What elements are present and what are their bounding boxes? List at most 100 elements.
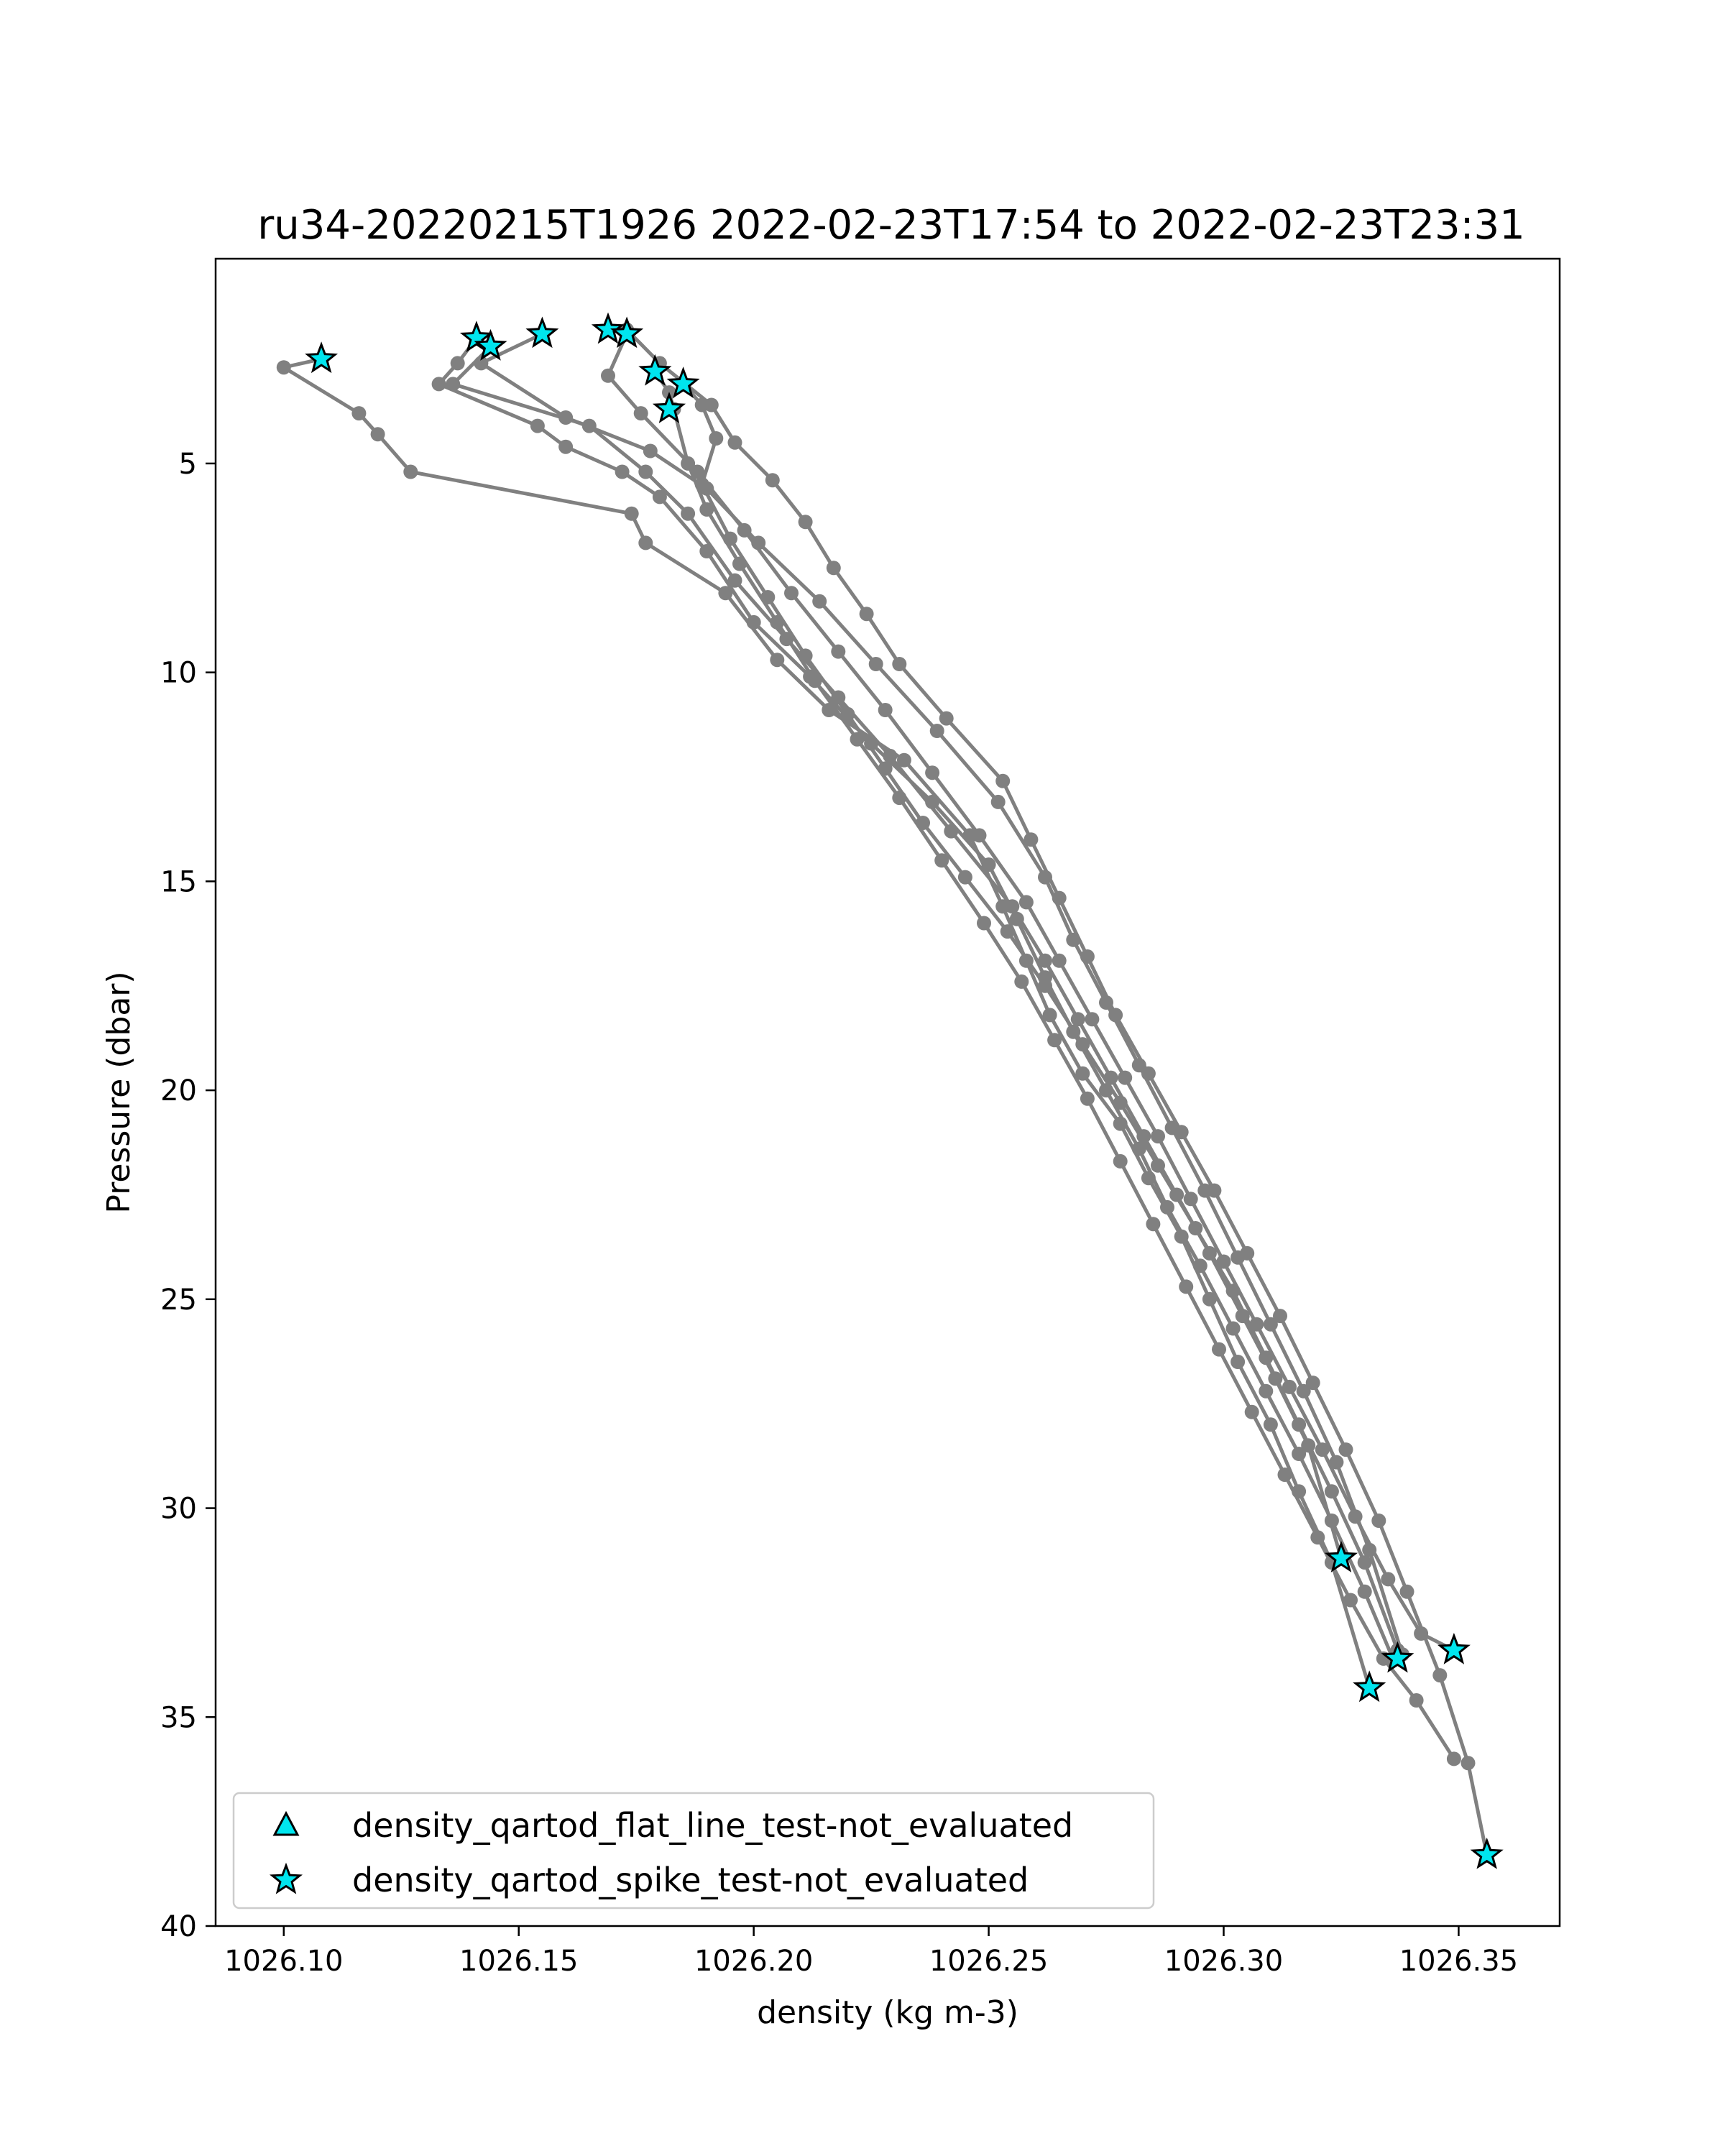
profile-point [1207, 1183, 1222, 1198]
spike-flag-star [1437, 1632, 1471, 1664]
profile-point [896, 752, 911, 768]
profile-point [840, 706, 855, 722]
profile-point [1216, 1254, 1231, 1269]
profile-point [807, 673, 822, 688]
profile-point [633, 406, 648, 421]
profile-point [1202, 1291, 1217, 1307]
profile-point [681, 456, 696, 471]
profile-point [1324, 1484, 1339, 1499]
profile-point [638, 535, 653, 550]
profile-point [1446, 1751, 1461, 1766]
spike-flag-star [652, 392, 686, 423]
profile-point [1244, 1404, 1259, 1419]
plot-area [276, 312, 1504, 1869]
profile-point [1460, 1756, 1476, 1771]
profile-point [1371, 1514, 1386, 1528]
profile-line-4 [479, 332, 1404, 1657]
profile-point [798, 515, 813, 530]
profile-point [694, 397, 709, 413]
axes: 1026.10 1026.15 1026.20 1026.25 1026.30 1026.… [160, 448, 1518, 1978]
profile-point [1282, 1379, 1297, 1394]
profile-point [1225, 1321, 1241, 1336]
profile-point [1070, 1012, 1085, 1027]
profile-point [1315, 1442, 1330, 1457]
profile-point [1160, 1199, 1174, 1215]
profile-point [446, 377, 461, 392]
profile-point [1192, 1258, 1208, 1273]
spike-flag-star [591, 312, 625, 344]
profile-point [1338, 1442, 1353, 1457]
spike-flag-star [610, 316, 644, 349]
profile-line-7 [653, 369, 1456, 1761]
profile-point [558, 410, 574, 425]
profile-point [1151, 1158, 1165, 1173]
profile-point [972, 828, 987, 843]
legend: density_qartod_flat_line_test-not_evalua… [232, 1792, 1155, 1909]
spike-flag-star [525, 316, 559, 349]
y-tick-label: 20 [160, 1074, 197, 1107]
profile-point [1113, 1095, 1128, 1110]
spike-flag-star [474, 328, 507, 361]
profile-line-2 [437, 336, 1395, 1661]
profile-point [916, 816, 930, 830]
profile-point [601, 368, 615, 383]
profile-point [798, 648, 813, 663]
profile-point [1183, 1192, 1198, 1207]
profile-point [624, 506, 639, 521]
spike-flag-star [666, 367, 700, 399]
profile-point [765, 473, 780, 488]
profile-point [1343, 1593, 1358, 1608]
profile-point [431, 377, 446, 392]
profile-point [737, 522, 752, 538]
x-tick-label: 1026.25 [929, 1945, 1048, 1978]
profile-point [1075, 1066, 1090, 1081]
y-tick-label: 10 [160, 657, 197, 690]
x-tick-label: 1026.15 [459, 1945, 578, 1978]
profile-point [1024, 832, 1039, 847]
profile-point [694, 477, 709, 492]
profile-point [718, 586, 733, 601]
profile-point [1131, 1141, 1146, 1156]
profile-point [351, 406, 367, 421]
profile-point [995, 773, 1011, 788]
profile-point [944, 824, 959, 839]
profile-point [1052, 890, 1067, 906]
profile-point [1414, 1626, 1429, 1641]
profile-point [1292, 1417, 1307, 1432]
profile-point [1000, 924, 1015, 939]
profile-point [1179, 1279, 1194, 1294]
profile-point [1230, 1355, 1246, 1369]
spike-flag-star [1353, 1670, 1386, 1703]
profile-point [784, 586, 799, 601]
profile-point [643, 443, 658, 459]
legend-star-marker [269, 1862, 303, 1894]
profile-point [1042, 1008, 1057, 1023]
spike-flag-star [459, 321, 493, 353]
profile-point [652, 489, 667, 505]
spike-flag-star [1381, 1641, 1414, 1673]
profile-point [638, 464, 653, 479]
profile-point [812, 594, 827, 609]
profile-point [1259, 1383, 1274, 1399]
profile-point [1259, 1350, 1274, 1365]
profile-point [1296, 1383, 1311, 1399]
spike-flag-star [305, 341, 339, 374]
profile-point [859, 607, 874, 622]
profile-point [1005, 899, 1020, 914]
profile-point [1014, 974, 1029, 989]
profile-point [1329, 1455, 1344, 1470]
profile-point [403, 464, 418, 479]
profile-point [1273, 1309, 1287, 1324]
profile-point [939, 711, 954, 726]
profile-point [981, 857, 996, 872]
profile-point [883, 748, 898, 763]
profile-point [1277, 1468, 1292, 1482]
profile-point [1240, 1245, 1255, 1261]
profile-point [723, 531, 737, 546]
profile-point [1085, 1012, 1100, 1027]
profile-point [1292, 1447, 1307, 1461]
profile-point [957, 870, 972, 885]
profile-point [929, 724, 944, 738]
y-tick-label: 35 [160, 1701, 197, 1734]
